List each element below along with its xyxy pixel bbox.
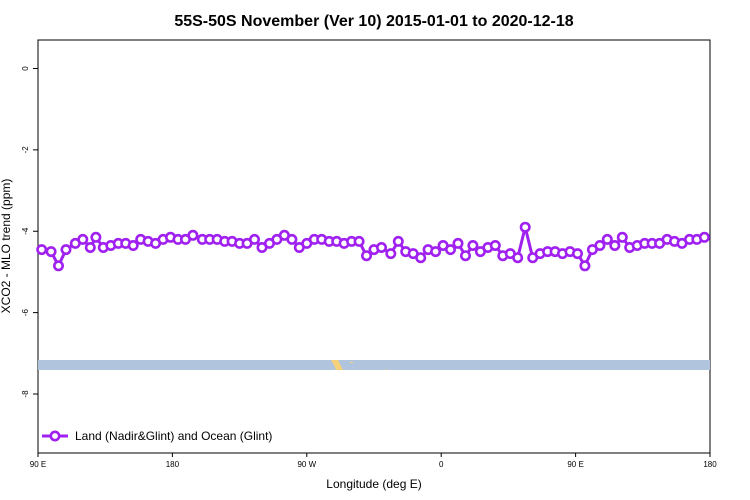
data-point (519, 221, 531, 233)
data-point (45, 246, 57, 258)
data-point (187, 229, 199, 241)
data-point (375, 242, 387, 254)
data-point (84, 242, 96, 254)
data-point (512, 252, 524, 264)
series-layer (36, 221, 710, 272)
data-point (90, 231, 102, 243)
data-point (249, 233, 261, 245)
x-tick-label: 180 (166, 460, 180, 469)
data-point (601, 233, 613, 245)
y-tick-label: -8 (21, 390, 30, 398)
data-point (52, 260, 64, 272)
legend-label: Land (Nadir&Glint) and Ocean (Glint) (75, 429, 272, 443)
legend-marker-swatch (49, 430, 61, 442)
data-point (127, 240, 139, 252)
data-point (571, 248, 583, 260)
data-point (444, 244, 456, 256)
legend: Land (Nadir&Glint) and Ocean (Glint) (42, 429, 272, 443)
x-axis: 90 E 180 90 W 0 90 E 180 (30, 453, 717, 469)
data-point (609, 240, 621, 252)
data-point (594, 240, 606, 252)
x-tick-label: 90 E (30, 460, 46, 469)
x-tick-label: 90 W (297, 460, 316, 469)
data-point (36, 244, 48, 256)
x-tick-label: 0 (439, 460, 444, 469)
data-point (459, 250, 471, 262)
data-point (353, 235, 365, 247)
data-point (360, 250, 372, 262)
data-point (385, 248, 397, 260)
data-point (467, 240, 479, 252)
chart-title: 55S-50S November (Ver 10) 2015-01-01 to … (174, 13, 573, 30)
y-tick-label: 0 (21, 66, 30, 71)
x-axis-label: Longitude (deg E) (326, 477, 421, 491)
data-point (77, 233, 89, 245)
data-point (415, 252, 427, 264)
y-tick-label: -6 (21, 309, 30, 317)
data-point (579, 260, 591, 272)
data-point (616, 231, 628, 243)
data-point (392, 235, 404, 247)
data-point (698, 231, 710, 243)
data-point (452, 237, 464, 249)
data-point (489, 240, 501, 252)
data-point (430, 246, 442, 258)
y-tick-label: -2 (21, 146, 30, 154)
y-tick-label: -4 (21, 227, 30, 235)
y-axis-label: XCO2 - MLO trend (ppm) (0, 179, 13, 314)
x-tick-label: 180 (703, 460, 717, 469)
data-point (60, 244, 72, 256)
data-point (286, 233, 298, 245)
land-ocean-strip (38, 360, 710, 370)
x-tick-label: 90 E (567, 460, 583, 469)
y-axis: 0 -2 -4 -6 -8 (21, 66, 38, 398)
